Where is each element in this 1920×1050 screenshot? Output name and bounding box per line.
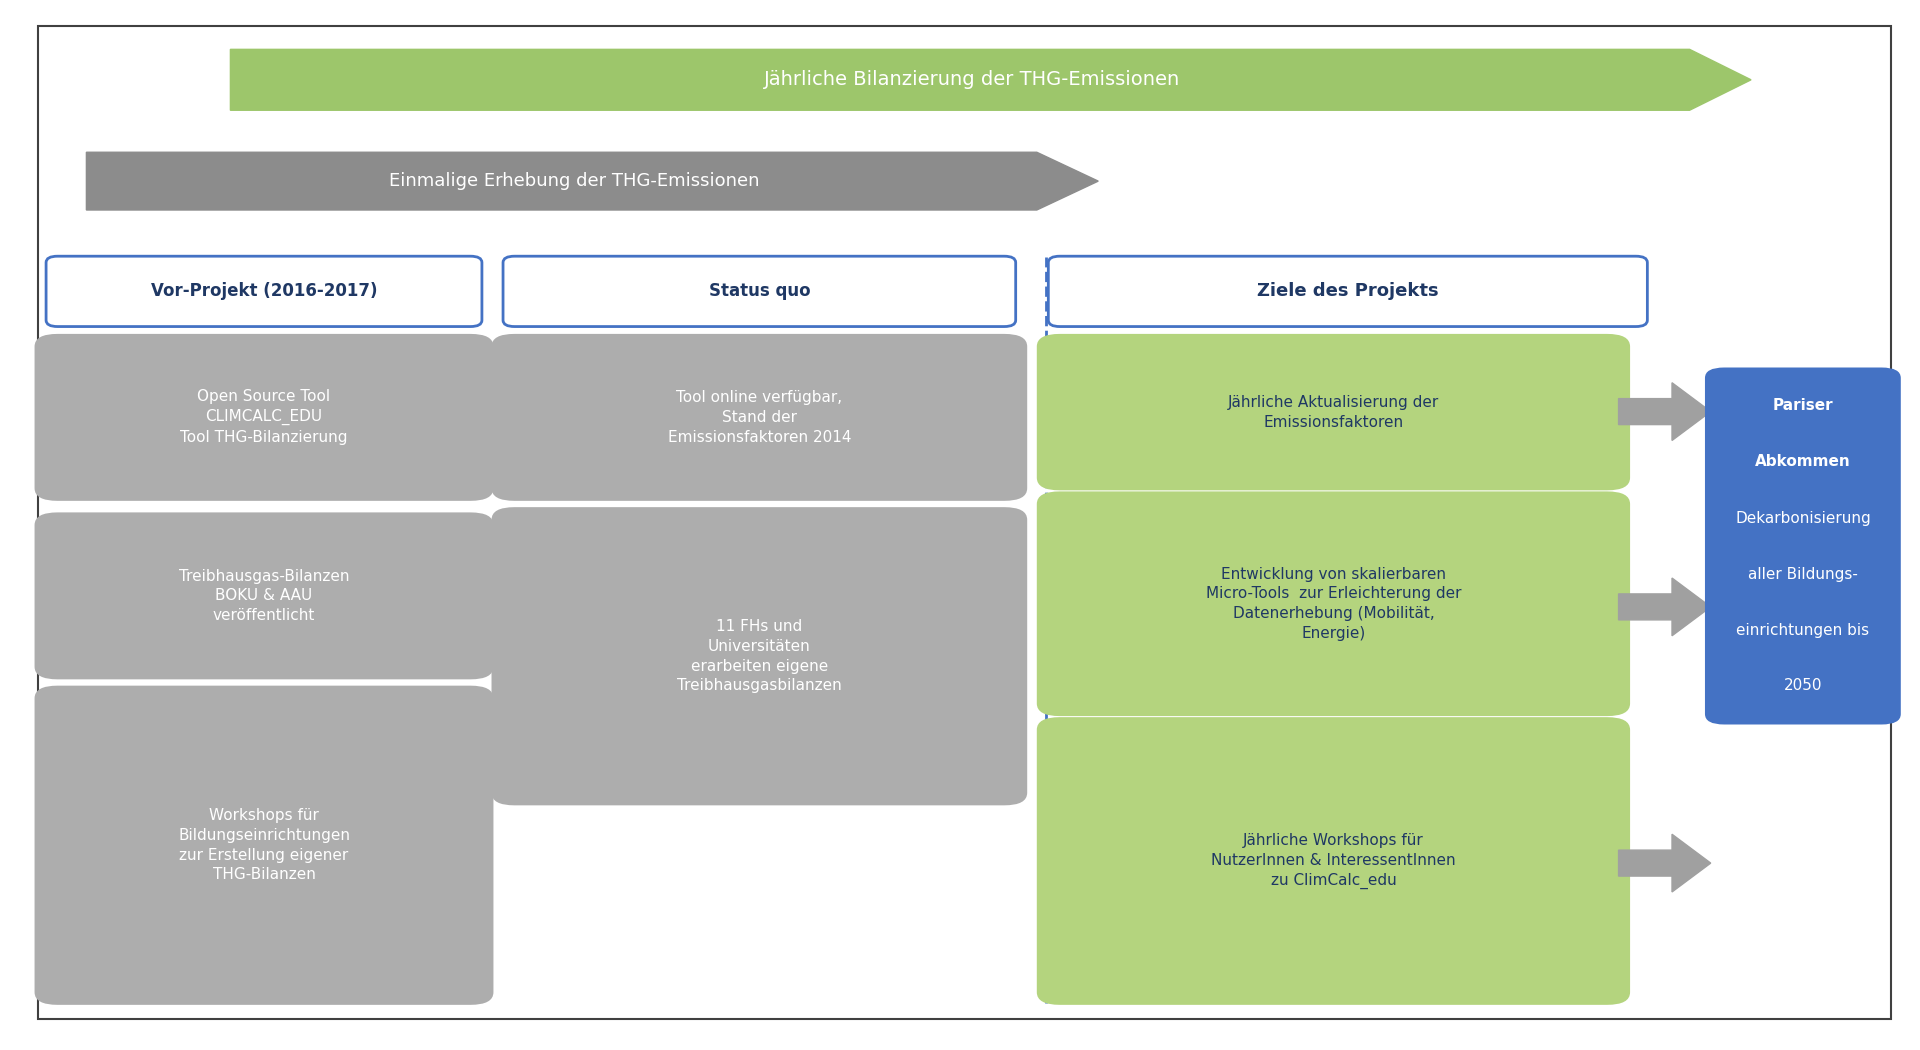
Text: Tool online verfügbar,
Stand der
Emissionsfaktoren 2014: Tool online verfügbar, Stand der Emissio… [668,391,851,445]
Text: Open Source Tool
CLIMCALC_EDU
Tool THG-Bilanzierung: Open Source Tool CLIMCALC_EDU Tool THG-B… [180,390,348,445]
FancyBboxPatch shape [492,334,1027,501]
Text: Jährliche Aktualisierung der
Emissionsfaktoren: Jährliche Aktualisierung der Emissionsfa… [1227,395,1440,429]
FancyBboxPatch shape [1037,334,1630,490]
FancyBboxPatch shape [46,256,482,327]
FancyBboxPatch shape [503,256,1016,327]
Text: Vor-Projekt (2016-2017): Vor-Projekt (2016-2017) [152,282,376,300]
Text: aller Bildungs-: aller Bildungs- [1747,567,1859,582]
FancyBboxPatch shape [492,507,1027,805]
Text: Abkommen: Abkommen [1755,455,1851,469]
FancyBboxPatch shape [1037,717,1630,1005]
Text: 2050: 2050 [1784,678,1822,693]
Polygon shape [1619,834,1711,892]
Text: Workshops für
Bildungseinrichtungen
zur Erstellung eigener
THG-Bilanzen: Workshops für Bildungseinrichtungen zur … [179,808,349,882]
Polygon shape [230,49,1751,110]
Text: Jährliche Bilanzierung der THG-Emissionen: Jährliche Bilanzierung der THG-Emissione… [764,70,1181,89]
Text: Pariser: Pariser [1772,399,1834,414]
FancyBboxPatch shape [1048,256,1647,327]
FancyBboxPatch shape [35,334,493,501]
Polygon shape [86,152,1098,210]
Text: Einmalige Erhebung der THG-Emissionen: Einmalige Erhebung der THG-Emissionen [388,172,758,190]
Text: einrichtungen bis: einrichtungen bis [1736,623,1870,637]
Text: Treibhausgas-Bilanzen
BOKU & AAU
veröffentlicht: Treibhausgas-Bilanzen BOKU & AAU veröffe… [179,569,349,624]
Text: Dekarbonisierung: Dekarbonisierung [1736,510,1870,525]
Text: Jährliche Workshops für
NutzerInnen & InteressentInnen
zu ClimCalc_edu: Jährliche Workshops für NutzerInnen & In… [1212,833,1455,889]
Polygon shape [1619,578,1711,636]
Polygon shape [1619,383,1711,441]
Text: Entwicklung von skalierbaren
Micro-Tools  zur Erleichterung der
Datenerhebung (M: Entwicklung von skalierbaren Micro-Tools… [1206,567,1461,640]
Text: 11 FHs und
Universitäten
erarbeiten eigene
Treibhausgasbilanzen: 11 FHs und Universitäten erarbeiten eige… [678,620,841,693]
FancyBboxPatch shape [1705,368,1901,724]
FancyBboxPatch shape [1037,491,1630,716]
FancyBboxPatch shape [35,512,493,679]
FancyBboxPatch shape [35,686,493,1005]
Text: Ziele des Projekts: Ziele des Projekts [1258,282,1438,300]
Text: Status quo: Status quo [708,282,810,300]
